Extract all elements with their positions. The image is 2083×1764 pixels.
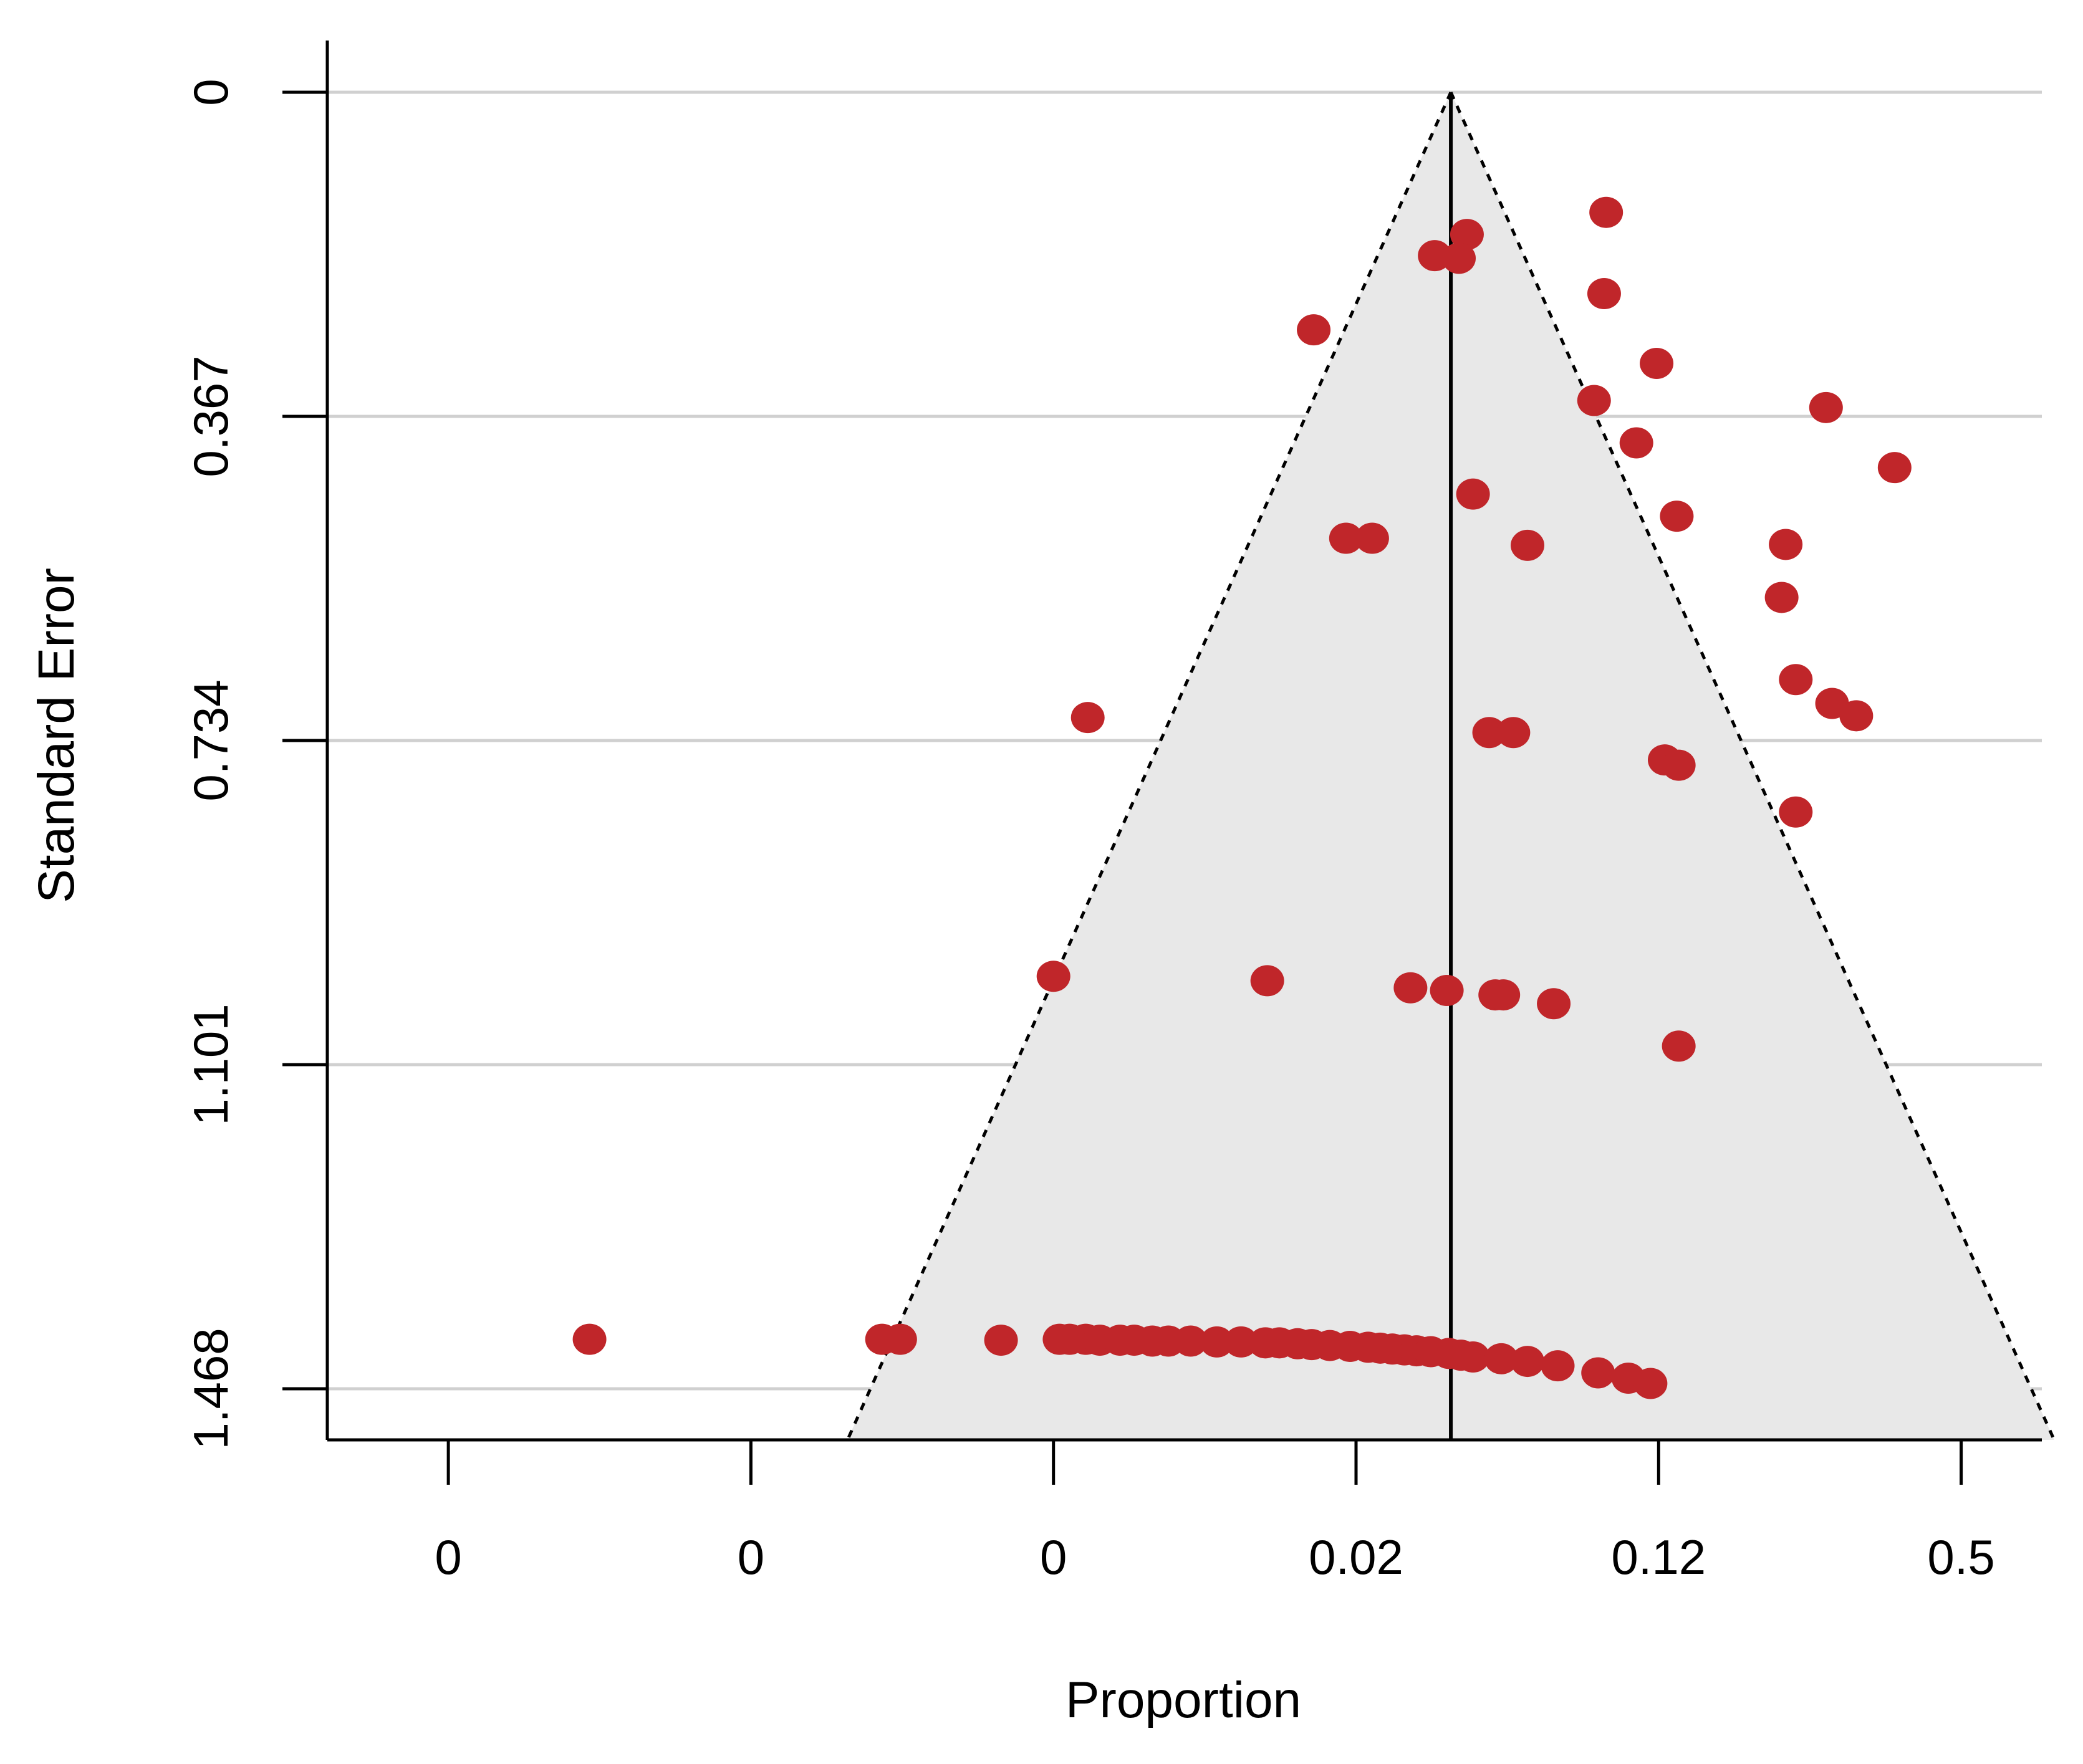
- data-point-18: [1779, 664, 1813, 696]
- data-point-38: [984, 1325, 1018, 1356]
- y-axis-title: Standard Error: [28, 568, 85, 903]
- data-point-37: [883, 1323, 917, 1355]
- data-point-47: [1173, 1325, 1208, 1357]
- data-point-70: [1633, 1368, 1668, 1399]
- data-point-13: [1329, 522, 1363, 554]
- y-tick-label-2: 0.734: [183, 679, 238, 801]
- data-point-34: [1662, 1030, 1696, 1062]
- data-point-11: [1456, 478, 1490, 510]
- data-point-14: [1355, 522, 1389, 554]
- y-tick-label-3: 1.101: [183, 1004, 238, 1125]
- data-point-10: [1877, 452, 1912, 484]
- data-point-0: [1589, 196, 1624, 228]
- data-point-7: [1577, 385, 1611, 416]
- data-point-49: [1224, 1326, 1258, 1358]
- data-point-23: [1496, 717, 1531, 749]
- data-point-4: [1587, 278, 1621, 310]
- data-point-64: [1456, 1341, 1490, 1373]
- data-point-26: [1779, 796, 1813, 828]
- y-tick-label-4: 1.468: [183, 1328, 238, 1449]
- data-point-66: [1511, 1346, 1544, 1378]
- data-point-25: [1662, 749, 1696, 781]
- data-point-29: [1393, 972, 1428, 1004]
- data-point-12: [1660, 501, 1694, 532]
- data-point-33: [1537, 988, 1571, 1020]
- x-tick-label-0: 0: [435, 1530, 461, 1584]
- data-point-21: [1070, 702, 1105, 734]
- y-tick-label-0: 0: [183, 79, 238, 105]
- data-point-6: [1640, 347, 1674, 379]
- data-point-27: [1036, 961, 1070, 992]
- data-point-32: [1486, 979, 1521, 1011]
- data-point-2: [1450, 219, 1484, 251]
- data-point-16: [1769, 529, 1803, 560]
- data-points: [572, 196, 1912, 1399]
- data-point-8: [1809, 391, 1843, 423]
- data-point-15: [1511, 529, 1544, 561]
- data-point-5: [1297, 314, 1331, 346]
- x-tick-label-5: 0.5: [1927, 1530, 1994, 1584]
- funnel-right-boundary: [1449, 91, 2056, 1441]
- data-point-68: [1581, 1357, 1615, 1389]
- data-point-30: [1430, 974, 1464, 1006]
- data-point-65: [1484, 1343, 1518, 1374]
- data-point-48: [1200, 1326, 1234, 1358]
- funnel-left-boundary: [846, 91, 1453, 1441]
- data-point-17: [1764, 582, 1799, 613]
- x-tick-label-3: 0.02: [1309, 1530, 1403, 1584]
- x-tick-label-1: 0: [738, 1530, 764, 1584]
- x-axis-title: Proportion: [1066, 1672, 1301, 1728]
- y-tick-label-1: 0.367: [183, 355, 238, 477]
- x-tick-label-2: 0: [1040, 1530, 1067, 1584]
- data-point-28: [1250, 965, 1284, 997]
- data-point-67: [1541, 1350, 1575, 1382]
- data-point-35: [572, 1323, 607, 1355]
- data-point-3: [1442, 242, 1476, 274]
- data-point-20: [1839, 700, 1874, 732]
- data-point-9: [1619, 427, 1653, 459]
- x-tick-label-4: 0.12: [1611, 1530, 1706, 1584]
- data-point-22: [1472, 717, 1506, 749]
- tick-labels: 0 0 0 0.02 0.12 0.5 0 0.367 0.734 1.101 1.468: [183, 79, 1995, 1584]
